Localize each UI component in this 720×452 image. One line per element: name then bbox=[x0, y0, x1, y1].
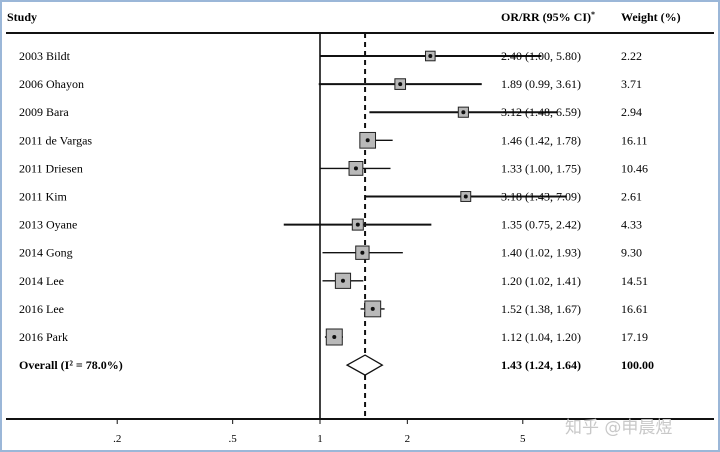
header-weight: Weight (%) bbox=[621, 10, 681, 24]
weight-text: 2.22 bbox=[621, 49, 642, 63]
point-estimate bbox=[353, 166, 358, 171]
study-row: 2009 Bara 3.12 (1.48, 6.59) 2.94 bbox=[19, 105, 642, 119]
study-label: 2011 Driesen bbox=[19, 161, 83, 175]
ci-text: 1.12 (1.04, 1.20) bbox=[501, 330, 581, 344]
point-estimate bbox=[360, 250, 365, 255]
weight-text: 10.46 bbox=[621, 161, 648, 175]
study-row: 2011 Driesen 1.33 (1.00, 1.75) 10.46 bbox=[19, 160, 648, 176]
point-estimate bbox=[370, 306, 375, 311]
overall-ci-text: 1.43 (1.24, 1.64) bbox=[501, 358, 581, 372]
study-label: 2009 Bara bbox=[19, 105, 69, 119]
study-label: 2013 Oyane bbox=[19, 218, 77, 232]
study-label: 2011 Kim bbox=[19, 190, 68, 204]
weight-text: 2.94 bbox=[621, 105, 642, 119]
study-label: 2016 Lee bbox=[19, 302, 64, 316]
ci-text: 1.46 (1.42, 1.78) bbox=[501, 133, 581, 147]
study-label: 2003 Bildt bbox=[19, 49, 71, 63]
study-row: 2014 Gong 1.40 (1.02, 1.93) 9.30 bbox=[19, 245, 642, 260]
x-tick-label: 2 bbox=[405, 433, 411, 445]
study-row: 2014 Lee 1.20 (1.02, 1.41) 14.51 bbox=[19, 272, 648, 289]
weight-text: 3.71 bbox=[621, 77, 642, 91]
point-estimate bbox=[332, 335, 337, 339]
x-tick-label: 5 bbox=[520, 433, 526, 445]
study-row: 2016 Park 1.12 (1.04, 1.20) 17.19 bbox=[19, 328, 648, 346]
weight-text: 4.33 bbox=[621, 218, 642, 232]
ci-text: 2.40 (1.00, 5.80) bbox=[501, 49, 581, 63]
weight-text: 2.61 bbox=[621, 190, 642, 204]
watermark: 知乎 @申晨煜 bbox=[565, 418, 672, 438]
study-label: 2014 Lee bbox=[19, 274, 64, 288]
x-tick-label: .5 bbox=[229, 433, 238, 445]
overall-diamond bbox=[345, 354, 384, 376]
weight-text: 17.19 bbox=[621, 330, 648, 344]
point-estimate bbox=[398, 82, 403, 87]
point-estimate bbox=[365, 138, 370, 143]
weight-text: 16.61 bbox=[621, 302, 648, 316]
ci-text: 1.35 (0.75, 2.42) bbox=[501, 218, 581, 232]
study-label: 2016 Park bbox=[19, 330, 68, 344]
study-row: 2003 Bildt 2.40 (1.00, 5.80) 2.22 bbox=[19, 49, 642, 63]
overall-weight-text: 100.00 bbox=[621, 358, 654, 372]
ci-text: 3.18 (1.43, 7.09) bbox=[501, 190, 581, 204]
ci-text: 1.33 (1.00, 1.75) bbox=[501, 161, 581, 175]
study-label: 2011 de Vargas bbox=[19, 133, 92, 147]
x-tick-label: .2 bbox=[113, 433, 121, 445]
overall-row: Overall (I² = 78.0%) 1.43 (1.24, 1.64) 100… bbox=[19, 354, 654, 376]
weight-text: 9.30 bbox=[621, 246, 642, 260]
ci-text: 1.89 (0.99, 3.61) bbox=[501, 77, 581, 91]
study-label: 2006 Ohayon bbox=[19, 77, 84, 91]
point-estimate bbox=[463, 194, 468, 199]
point-estimate bbox=[428, 54, 433, 58]
ci-text: 1.40 (1.02, 1.93) bbox=[501, 246, 581, 260]
overall-label: Overall (I² = 78.0%) bbox=[19, 358, 123, 372]
study-row: 2006 Ohayon 1.89 (0.99, 3.61) 3.71 bbox=[19, 77, 642, 91]
ci-text: 1.52 (1.38, 1.67) bbox=[501, 302, 581, 316]
point-estimate bbox=[355, 222, 360, 227]
weight-text: 16.11 bbox=[621, 133, 648, 147]
header-study: Study bbox=[7, 10, 37, 24]
study-row: 2011 Kim 3.18 (1.43, 7.09) 2.61 bbox=[19, 190, 642, 204]
ci-text: 3.12 (1.48, 6.59) bbox=[501, 105, 581, 119]
point-estimate bbox=[461, 110, 466, 115]
point-estimate bbox=[340, 278, 345, 283]
header-or-rr: OR/RR (95% CI)* bbox=[501, 10, 595, 24]
study-row: 2016 Lee 1.52 (1.38, 1.67) 16.61 bbox=[19, 300, 648, 318]
weight-text: 14.51 bbox=[621, 274, 648, 288]
study-row: 2013 Oyane 1.35 (0.75, 2.42) 4.33 bbox=[19, 218, 642, 232]
study-row: 2011 de Vargas 1.46 (1.42, 1.78) 16.11 bbox=[19, 131, 648, 149]
study-label: 2014 Gong bbox=[19, 246, 73, 260]
ci-text: 1.20 (1.02, 1.41) bbox=[501, 274, 581, 288]
x-tick-label: 1 bbox=[317, 433, 323, 445]
